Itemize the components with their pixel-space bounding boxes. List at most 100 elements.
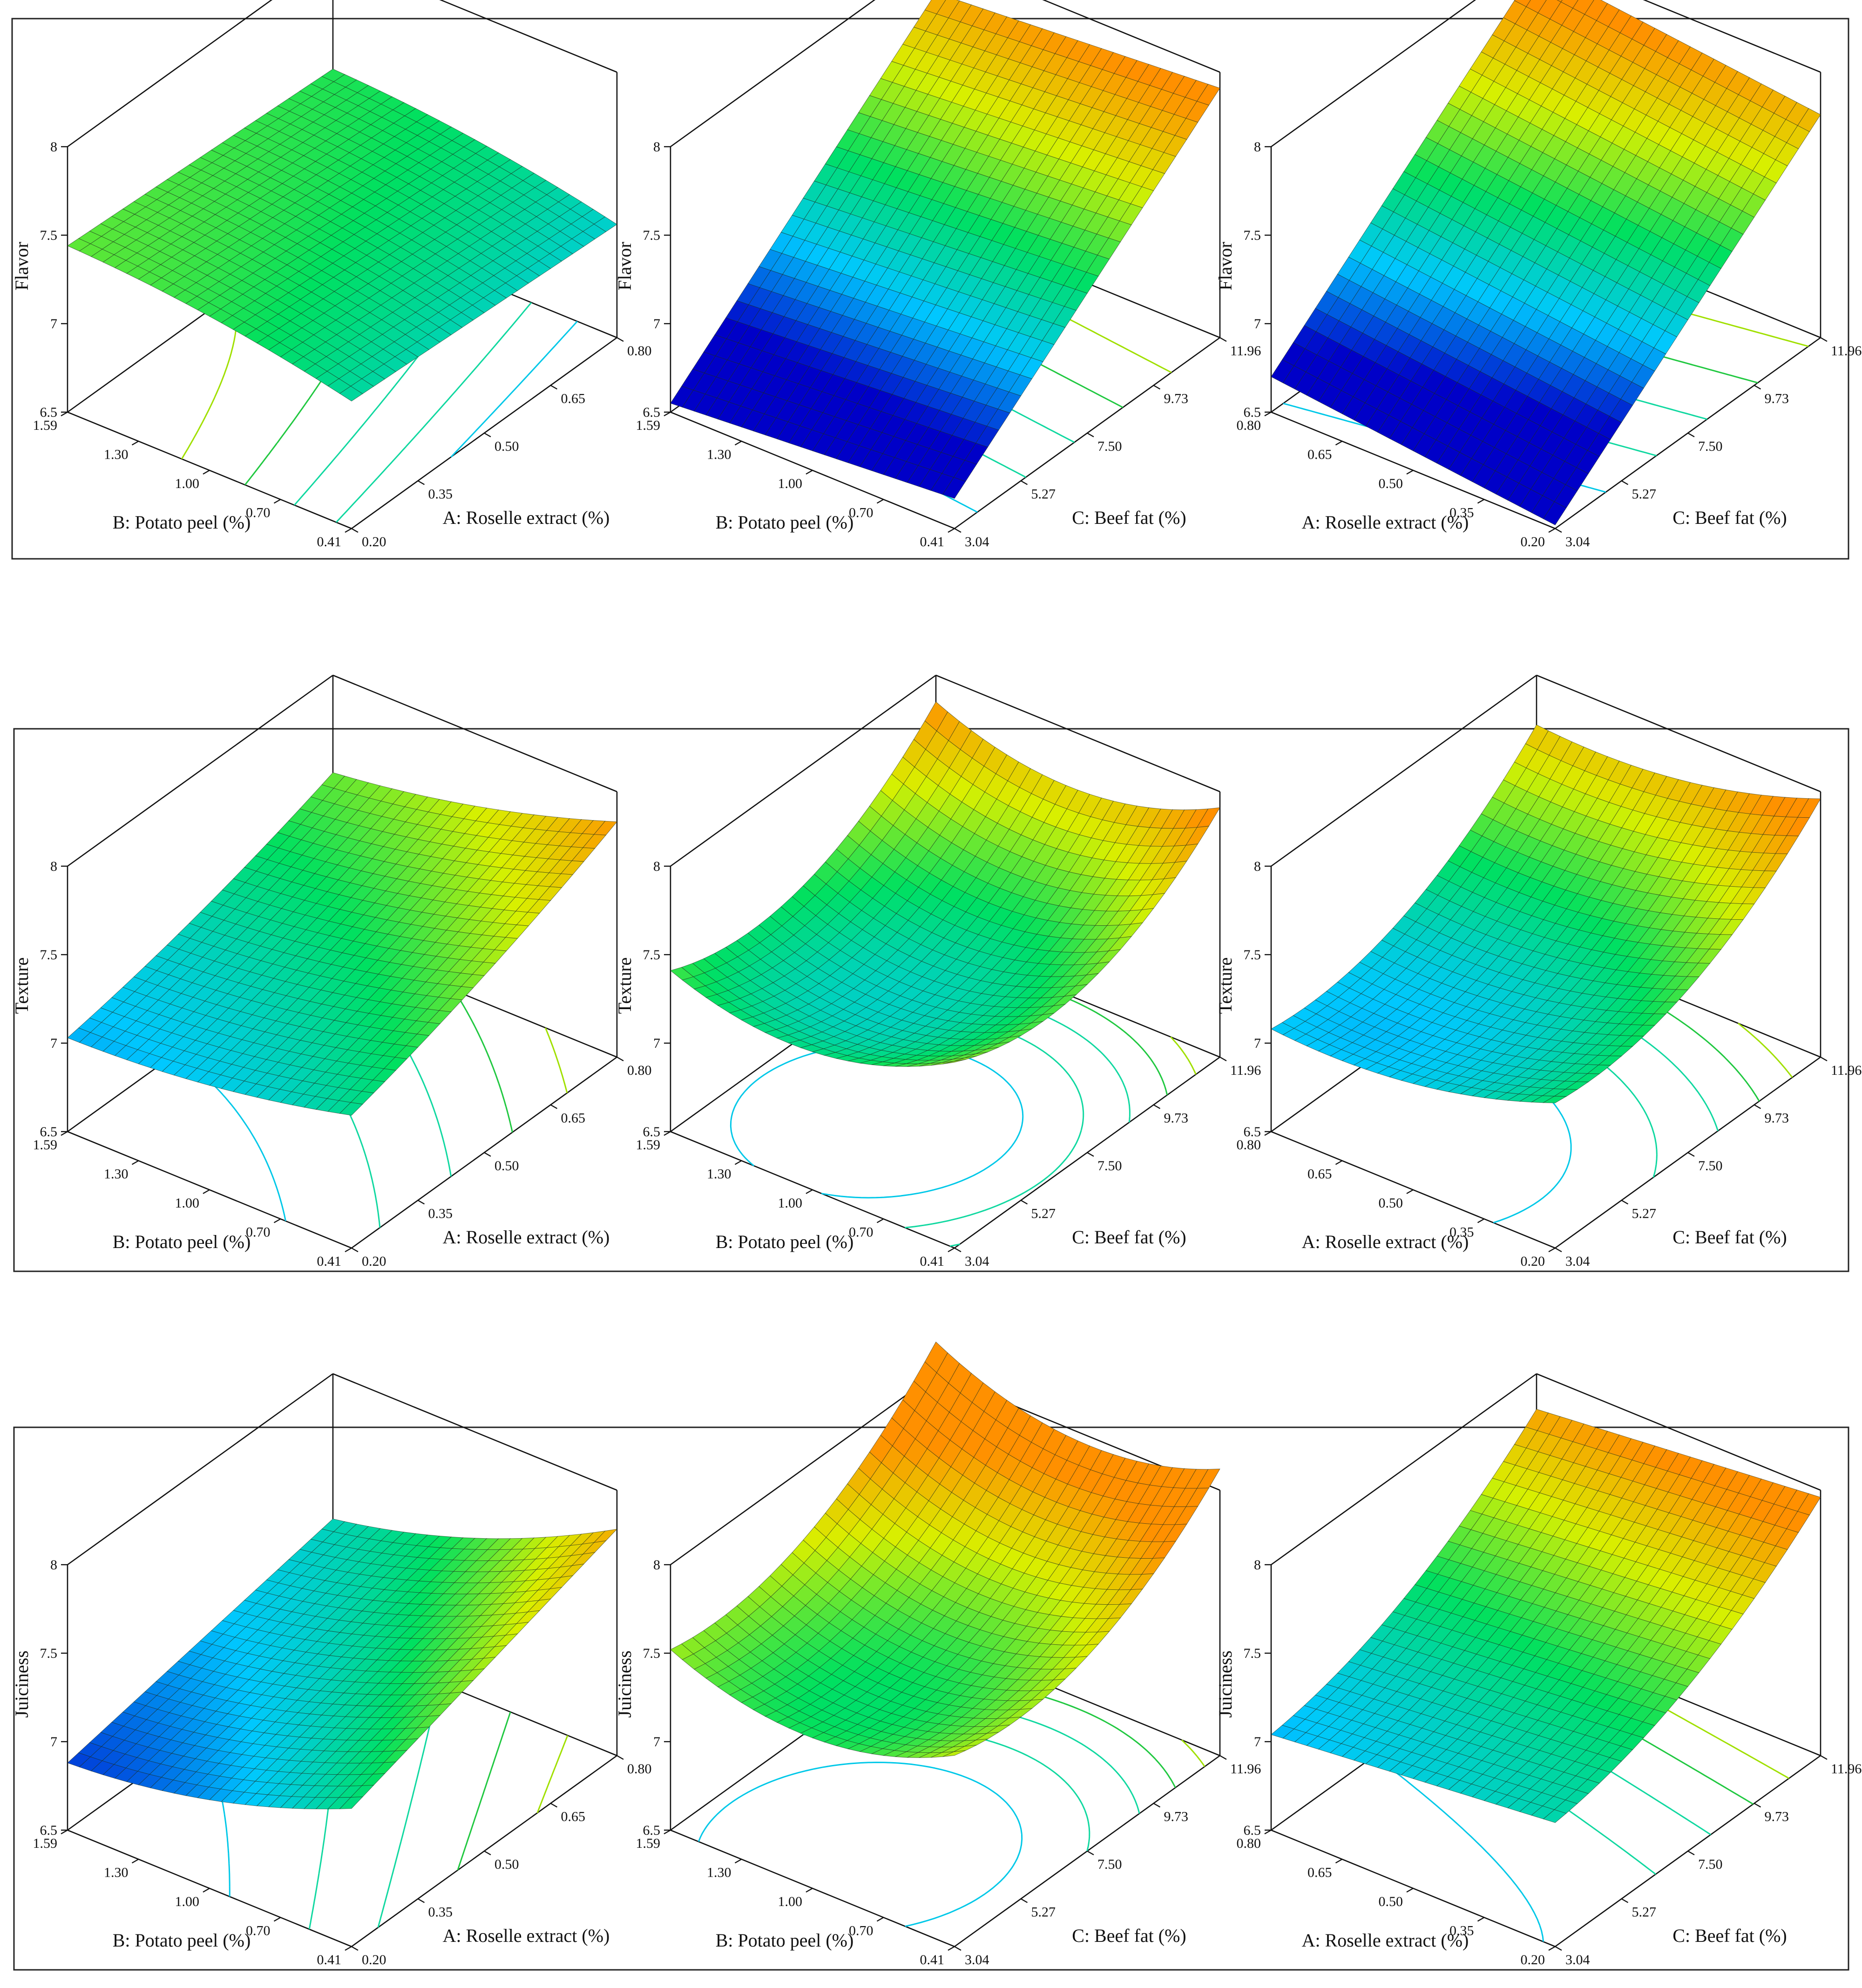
z-tick-label: 7.5: [40, 947, 58, 963]
z-tick-label: 7: [653, 1036, 660, 1051]
y-tick-label: 9.73: [1765, 1111, 1789, 1126]
z-tick-label: 7.5: [1244, 228, 1261, 243]
surface-flavor-BC: [670, 0, 1220, 499]
y-tick-label: 3.04: [1565, 534, 1590, 550]
y-tick-label: 7.50: [1097, 1158, 1122, 1174]
x-tick-label: 0.41: [317, 534, 342, 550]
surface-flavor-AB: [67, 68, 617, 401]
x-tick-label: 0.50: [1379, 1195, 1403, 1211]
x-tick-label: 1.00: [778, 1195, 803, 1211]
z-tick-label: 8: [1254, 139, 1261, 155]
x-tick-label: 0.41: [317, 1952, 342, 1968]
x-tick-label: 1.30: [707, 1167, 731, 1182]
x-axis-label: B: Potato peel (%): [716, 1231, 854, 1252]
y-tick-label: 3.04: [1565, 1254, 1590, 1269]
x-axis-label: A: Roselle extract (%): [1302, 1231, 1469, 1252]
x-axis-label: B: Potato peel (%): [113, 512, 251, 533]
y-tick: [550, 385, 558, 390]
x-tick-label: 0.20: [1521, 1254, 1545, 1269]
z-tick-label: 7.5: [40, 228, 58, 243]
z-axis-label: Juiciness: [614, 1650, 635, 1717]
y-tick-label: 5.27: [1632, 1206, 1657, 1221]
z-axis-label: Flavor: [11, 242, 32, 290]
x-tick-label: 0.20: [1521, 534, 1545, 550]
y-tick-label: 11.96: [1230, 1063, 1261, 1078]
plot-panels: 6.5 7 7.5 8 Flavor 0.41 0.70 1.00 1.30 1.59 0.20 0.…: [11, 0, 1862, 1968]
y-tick-label: 0.50: [494, 1857, 519, 1872]
y-tick-label: 0.20: [362, 534, 386, 550]
box-edge: [1042, 0, 1220, 73]
z-tick-label: 7: [653, 1734, 660, 1750]
y-tick-label: 11.96: [1831, 343, 1862, 359]
box-edge: [67, 0, 273, 148]
contour-line: [450, 320, 578, 458]
x-tick-label: 0.50: [1379, 476, 1403, 491]
x-tick-label: 1.59: [33, 1137, 58, 1153]
y-tick-label: 0.80: [627, 343, 652, 359]
z-axis-label: Flavor: [1215, 242, 1236, 290]
y-axis-label: C: Beef fat (%): [1072, 1925, 1186, 1946]
z-tick-label: 7: [50, 1036, 57, 1051]
y-tick-label: 7.50: [1097, 1857, 1122, 1872]
y-tick-label: 7.50: [1698, 439, 1723, 454]
x-tick-label: 1.59: [636, 1137, 661, 1153]
x-tick-label: 1.30: [104, 1865, 129, 1880]
y-tick-label: 5.27: [1031, 1206, 1056, 1221]
x-tick-label: 1.30: [707, 1865, 731, 1880]
x-tick-label: 1.59: [33, 418, 58, 433]
y-tick-label: 9.73: [1164, 391, 1189, 407]
z-tick-label: 7.5: [643, 228, 661, 243]
y-tick: [484, 432, 491, 438]
x-tick-label: 0.41: [920, 534, 945, 550]
y-tick-label: 7.50: [1698, 1158, 1723, 1174]
z-tick-label: 7.5: [40, 1646, 58, 1661]
y-tick-label: 0.65: [561, 391, 586, 407]
box-edge: [439, 0, 617, 73]
y-tick-label: 7.50: [1097, 439, 1122, 454]
z-axis-label: Texture: [614, 957, 635, 1014]
y-tick-label: 5.27: [1632, 487, 1657, 502]
y-tick-label: 0.50: [494, 439, 519, 454]
z-tick-label: 8: [653, 1557, 660, 1573]
z-tick-label: 7: [50, 316, 57, 332]
x-tick-label: 1.59: [636, 1836, 661, 1851]
y-tick: [351, 528, 359, 533]
y-tick-label: 3.04: [965, 534, 989, 550]
y-tick: [417, 480, 425, 485]
x-tick-label: 0.41: [920, 1254, 945, 1269]
y-tick-label: 0.80: [627, 1761, 652, 1777]
z-tick-label: 7: [50, 1734, 57, 1750]
y-tick-label: 0.20: [362, 1952, 386, 1968]
z-tick-label: 7: [653, 316, 660, 332]
z-tick-label: 8: [653, 859, 660, 874]
y-tick-label: 3.04: [965, 1952, 989, 1968]
z-tick-label: 6.5: [40, 405, 58, 420]
contour-line: [336, 302, 532, 523]
x-tick: [345, 528, 352, 533]
x-tick-label: 1.00: [778, 476, 803, 491]
y-tick-label: 3.04: [965, 1254, 989, 1269]
z-tick-label: 7.5: [643, 947, 661, 963]
x-tick-label: 1.30: [104, 1167, 129, 1182]
box-edge: [670, 0, 876, 148]
y-axis-label: A: Roselle extract (%): [443, 1925, 610, 1946]
x-axis-label: A: Roselle extract (%): [1302, 512, 1469, 533]
y-axis-label: C: Beef fat (%): [1072, 507, 1186, 528]
z-tick-label: 8: [50, 859, 57, 874]
x-tick-label: 1.00: [175, 1894, 200, 1909]
surface-cell: [339, 386, 363, 401]
x-tick-label: 1.30: [707, 447, 731, 462]
y-tick-label: 0.65: [561, 1809, 586, 1825]
z-tick-label: 7.5: [1244, 947, 1261, 963]
y-tick-label: 5.27: [1031, 487, 1056, 502]
x-tick-label: 1.00: [778, 1894, 803, 1909]
x-tick: [61, 411, 68, 417]
x-tick-label: 0.70: [246, 505, 271, 521]
x-axis-label: B: Potato peel (%): [716, 512, 854, 533]
x-tick-label: 0.41: [317, 1254, 342, 1269]
y-tick-label: 0.50: [494, 1158, 519, 1174]
z-tick-label: 8: [50, 1557, 57, 1573]
x-tick-label: 0.80: [1237, 418, 1261, 433]
z-tick-label: 7.5: [643, 1646, 661, 1661]
